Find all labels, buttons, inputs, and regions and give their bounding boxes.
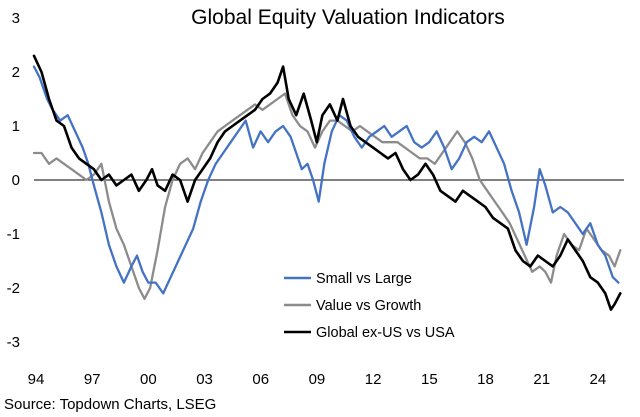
y-tick-label: 1 — [12, 118, 20, 135]
legend-label: Value vs Growth — [316, 298, 421, 314]
chart-title: Global Equity Valuation Indicators — [191, 6, 505, 29]
y-tick-label: 3 — [12, 10, 20, 27]
y-tick-label: -3 — [7, 334, 20, 351]
x-tick-label: 12 — [365, 371, 382, 388]
y-tick-label: -2 — [7, 280, 20, 297]
x-tick-label: 15 — [421, 371, 438, 388]
x-tick-label: 18 — [477, 371, 494, 388]
series-line-0 — [32, 65, 620, 295]
x-tick-label: 94 — [28, 371, 45, 388]
y-tick-label: 0 — [12, 172, 20, 189]
x-tick-label: 24 — [590, 371, 607, 388]
series-line-2 — [32, 54, 622, 311]
source-note: Source: Topdown Charts, LSEG — [4, 396, 217, 413]
y-axis-ticks: 3 2 1 0 -1 -2 -3 — [7, 10, 20, 351]
x-tick-label: 09 — [309, 371, 326, 388]
series-lines — [32, 54, 622, 311]
x-tick-label: 03 — [196, 371, 213, 388]
y-tick-label: 2 — [12, 64, 20, 81]
legend-label: Global ex-US vs USA — [316, 325, 455, 341]
x-tick-label: 06 — [252, 371, 269, 388]
series-line-1 — [32, 92, 622, 300]
x-tick-label: 97 — [84, 371, 101, 388]
x-tick-label: 21 — [533, 371, 550, 388]
x-tick-label: 00 — [140, 371, 157, 388]
legend: Small vs Large Value vs Growth Global ex-U… — [284, 271, 455, 341]
y-tick-label: -1 — [7, 226, 20, 243]
x-axis-ticks: 94 97 00 03 06 09 12 15 18 21 24 — [28, 371, 607, 388]
legend-label: Small vs Large — [316, 271, 412, 287]
